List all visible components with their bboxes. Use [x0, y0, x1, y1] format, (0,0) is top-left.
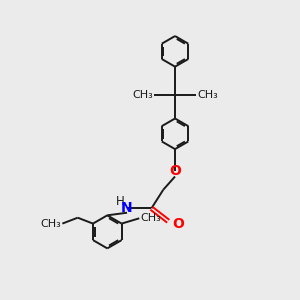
Text: CH₃: CH₃ — [132, 90, 153, 100]
Text: O: O — [169, 164, 181, 178]
Text: CH₃: CH₃ — [141, 213, 161, 223]
Text: CH₃: CH₃ — [197, 90, 218, 100]
Text: CH₃: CH₃ — [40, 219, 61, 229]
Text: N: N — [121, 201, 133, 215]
Text: H: H — [116, 195, 125, 208]
Text: O: O — [172, 217, 184, 231]
